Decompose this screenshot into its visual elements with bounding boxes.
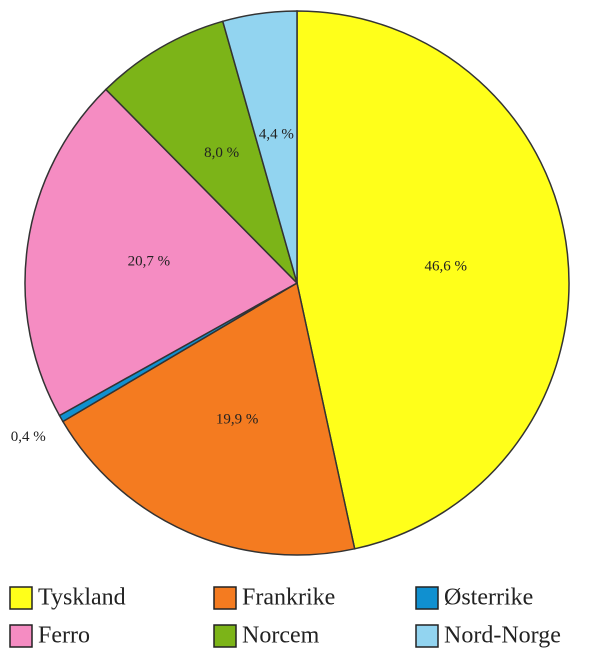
- legend-swatch: [415, 624, 439, 648]
- pie-slice: [61, 281, 356, 556]
- legend-swatch: [9, 586, 33, 610]
- legend-swatch: [9, 624, 33, 648]
- slice-label: 19,9 %: [216, 412, 259, 428]
- legend-label: Ferro: [38, 623, 90, 649]
- slice-label: 0,4 %: [11, 429, 46, 445]
- legend-label: Frankrike: [242, 585, 335, 611]
- slice-label: 8,0 %: [204, 145, 239, 161]
- legend-swatch: [415, 586, 439, 610]
- pie-slice: [296, 10, 570, 550]
- pie-slice: [221, 10, 298, 284]
- legend-swatch: [213, 586, 237, 610]
- legend-label: Nord-Norge: [444, 623, 561, 649]
- pie-slice: [104, 20, 298, 284]
- legend-swatch: [213, 624, 237, 648]
- slice-label: 46,6 %: [424, 258, 467, 274]
- legend-label: Norcem: [242, 623, 320, 649]
- legend-label: Østerrike: [444, 585, 533, 611]
- slice-label: 4,4 %: [259, 126, 294, 142]
- pie-slice: [24, 88, 299, 417]
- slice-label: 20,7 %: [128, 253, 171, 269]
- legend-label: Tyskland: [38, 585, 126, 611]
